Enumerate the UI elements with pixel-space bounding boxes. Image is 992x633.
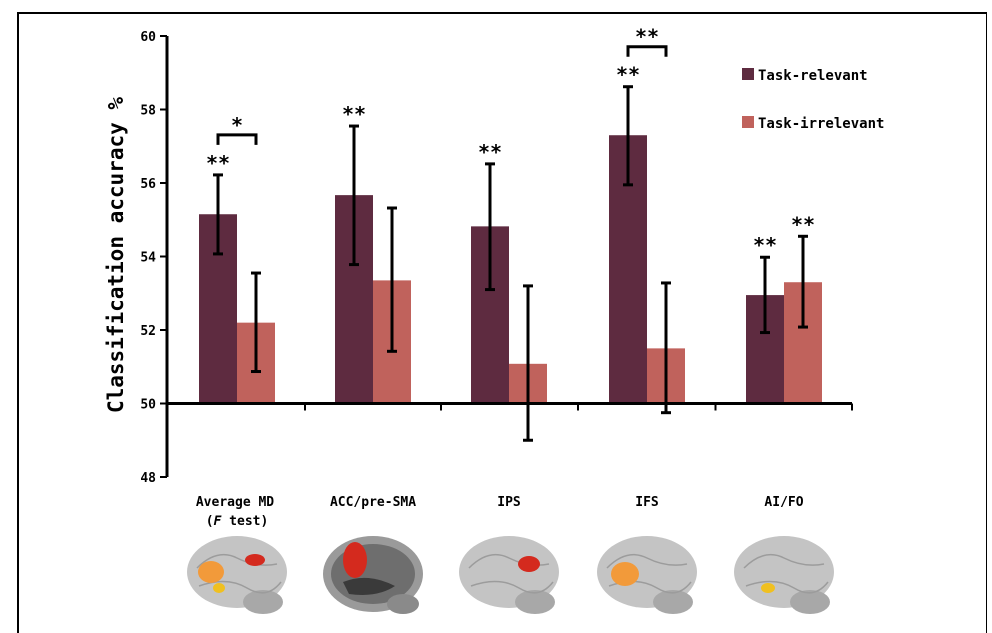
brain-medial-icon	[323, 536, 423, 614]
comparison-label: *	[231, 113, 243, 137]
brain-highlight-yellow	[761, 583, 775, 593]
significance-label: **	[478, 140, 502, 164]
brain-shape	[459, 536, 559, 608]
category-label: Average MD	[196, 495, 274, 510]
y-tick-label: 52	[140, 324, 156, 339]
legend-swatch	[742, 68, 754, 80]
brain-shape	[597, 536, 697, 608]
brain-highlight-red	[343, 542, 367, 578]
brain-sulcus	[470, 580, 554, 594]
legend-label: Task-relevant	[758, 68, 868, 84]
legend-label: Task-irrelevant	[758, 116, 884, 132]
y-tick-label: 58	[140, 104, 156, 119]
brain-sulcus	[745, 580, 829, 594]
comparison-bracket	[626, 45, 668, 57]
category-sublabel: (F test)	[206, 514, 269, 529]
brain-lateral-icon	[187, 536, 287, 614]
brain-cerebellum	[515, 590, 555, 614]
brain-highlight-yellow	[213, 583, 225, 593]
comparison-bracket	[216, 133, 258, 145]
legend-swatch	[742, 116, 754, 128]
brain-cerebellum	[790, 590, 830, 614]
brain-sulcus	[196, 553, 278, 569]
brain-images	[187, 536, 834, 614]
significance-label: **	[616, 63, 640, 87]
category-label: ACC/pre-SMA	[330, 495, 416, 510]
brain-shape	[734, 536, 834, 608]
brain-cerebellum	[387, 594, 419, 614]
brain-highlight-red	[518, 556, 540, 572]
y-axis-label: Classification accuracy %	[104, 97, 128, 413]
significance-label: **	[206, 151, 230, 175]
brain-highlight-orange	[198, 561, 224, 583]
significance-label: **	[342, 102, 366, 126]
y-tick-label: 54	[140, 251, 156, 266]
brain-lateral-icon	[459, 536, 559, 614]
brain-sulcus	[743, 553, 825, 569]
figure-frame	[17, 12, 987, 633]
brain-lateral-icon	[597, 536, 697, 614]
y-tick-label: 50	[140, 398, 156, 413]
brain-shape	[187, 536, 287, 608]
brain-lateral-icon	[734, 536, 834, 614]
brain-corpus-callosum	[343, 577, 395, 595]
brain-highlight-orange	[611, 562, 639, 586]
category-label: IFS	[635, 495, 659, 510]
brain-sulcus	[606, 553, 688, 569]
significance-label: **	[753, 233, 777, 257]
category-label: IPS	[497, 495, 521, 510]
y-tick-label: 60	[140, 30, 156, 45]
y-tick-label: 56	[140, 177, 156, 192]
category-label: AI/FO	[764, 495, 803, 510]
comparison-label: **	[635, 25, 659, 49]
brain-cerebellum	[243, 590, 283, 614]
brain-cerebellum	[653, 590, 693, 614]
brain-highlight-red	[245, 554, 265, 566]
y-tick-label: 48	[140, 471, 156, 486]
significance-label: **	[791, 212, 815, 236]
